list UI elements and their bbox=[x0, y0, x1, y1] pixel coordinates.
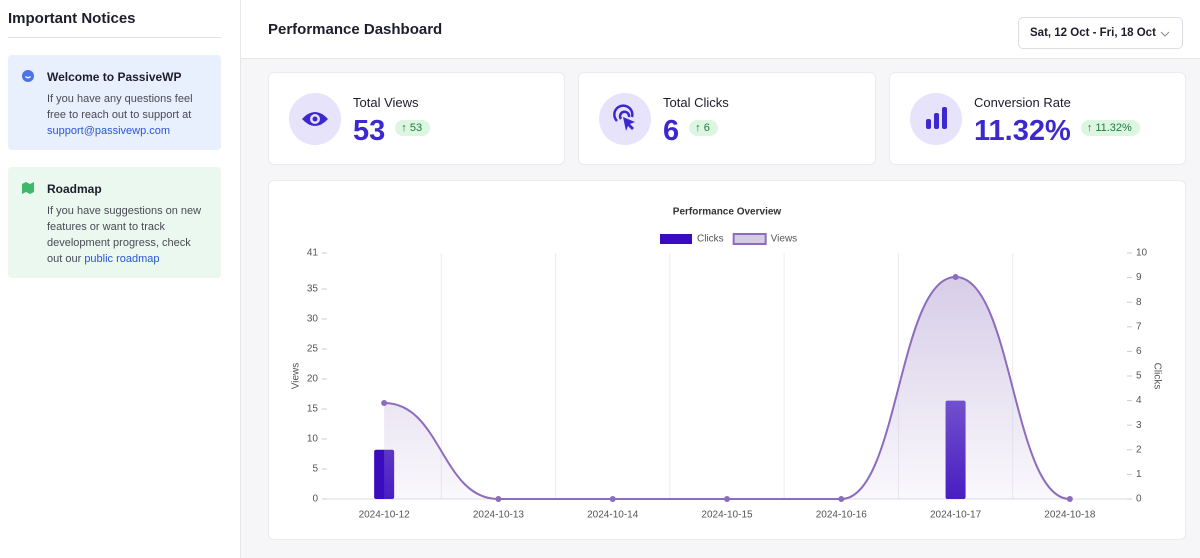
sidebar-title: Important Notices bbox=[8, 10, 136, 27]
date-picker[interactable]: Sat, 12 Oct - Fri, 18 Oct bbox=[1018, 17, 1183, 49]
point bbox=[381, 400, 388, 406]
divider bbox=[8, 37, 221, 38]
date-range: Sat, 12 Oct - Fri, 18 Oct bbox=[1030, 27, 1156, 39]
legend-swatch bbox=[732, 233, 767, 245]
stat-value: 53 ↑ 53 bbox=[353, 115, 431, 148]
notice-link[interactable]: public roadmap bbox=[84, 253, 160, 265]
y2-tick-label: 1 bbox=[1136, 469, 1142, 480]
y2-tick-label: 10 bbox=[1136, 248, 1148, 259]
x-tick-label: 2024-10-14 bbox=[587, 510, 639, 521]
y2-tick-label: 2 bbox=[1136, 444, 1142, 455]
stat-change-value: 53 bbox=[409, 122, 423, 135]
y-axis-title: Views bbox=[291, 363, 302, 390]
legend-label: Clicks bbox=[697, 234, 724, 245]
point bbox=[1066, 496, 1073, 502]
notice-link[interactable]: support@passivewp.com bbox=[47, 125, 171, 137]
y-tick-label: 25 bbox=[307, 344, 319, 355]
y2-tick-label: 6 bbox=[1136, 346, 1142, 357]
x-tick-label: 2024-10-13 bbox=[473, 510, 525, 521]
notice-icon bbox=[22, 182, 34, 194]
notice-icon bbox=[22, 70, 34, 82]
stat-change-value: 11.32% bbox=[1095, 122, 1132, 135]
stat-icon bbox=[599, 93, 651, 145]
y2-tick-label: 5 bbox=[1136, 371, 1142, 382]
y-tick-label: 30 bbox=[307, 314, 319, 325]
point bbox=[952, 274, 959, 280]
stat-number: 53 bbox=[353, 115, 386, 147]
y-tick-label: 41 bbox=[307, 248, 319, 259]
stat-value: 11.32% ↑ 11.32% bbox=[974, 115, 1140, 148]
y-tick-label: 15 bbox=[307, 404, 319, 415]
point bbox=[838, 496, 845, 502]
stat-label: Total Clicks bbox=[663, 95, 729, 110]
y2-tick-label: 0 bbox=[1136, 494, 1142, 505]
notice-title: Welcome to PassiveWP bbox=[47, 70, 182, 84]
sidebar: Important Notices Welcome to PassiveWP I… bbox=[0, 0, 241, 558]
x-tick-label: 2024-10-15 bbox=[701, 510, 753, 521]
legend-label: Views bbox=[771, 234, 798, 245]
notice: Roadmap If you have suggestions on new f… bbox=[8, 167, 221, 278]
area bbox=[384, 277, 1070, 499]
stat-change: ↑ 53 bbox=[395, 120, 431, 137]
y2-tick-label: 9 bbox=[1136, 272, 1142, 283]
stat-card: Total Views 53 ↑ 53 bbox=[268, 72, 565, 165]
y-tick-label: 5 bbox=[312, 464, 318, 475]
point bbox=[724, 496, 730, 502]
notice-text: If you have suggestions on new features … bbox=[47, 205, 202, 265]
stat-value: 6 ↑ 6 bbox=[663, 115, 718, 148]
point bbox=[609, 496, 616, 502]
stat-label: Conversion Rate bbox=[974, 95, 1071, 110]
header: Performance Dashboard Sat, 12 Oct - Fri,… bbox=[241, 0, 1200, 59]
stat-icon bbox=[910, 93, 962, 145]
stat-number: 11.32% bbox=[974, 115, 1071, 147]
x-tick-label: 2024-10-17 bbox=[930, 510, 982, 521]
notice-text: If you have any questions feel free to r… bbox=[47, 93, 193, 121]
y2-tick-label: 8 bbox=[1136, 297, 1142, 308]
stat-card: Total Clicks 6 ↑ 6 bbox=[578, 72, 876, 165]
x-tick-label: 2024-10-12 bbox=[359, 510, 411, 521]
legend-swatch bbox=[660, 234, 692, 244]
chart: Performance Overview Views Clicks 051015… bbox=[291, 207, 1163, 521]
stat-card: Conversion Rate 11.32% ↑ 11.32% bbox=[889, 72, 1186, 165]
point bbox=[495, 496, 502, 502]
y-tick-label: 35 bbox=[307, 284, 319, 295]
stat-change-value: 6 bbox=[703, 122, 710, 135]
y2-tick-label: 3 bbox=[1136, 420, 1142, 431]
page-title: Performance Dashboard bbox=[268, 21, 443, 38]
stat-change: ↑ 11.32% bbox=[1080, 120, 1140, 137]
chevron bbox=[1160, 31, 1170, 37]
y-tick-label: 20 bbox=[307, 374, 319, 385]
y-tick-label: 0 bbox=[312, 494, 318, 505]
y2-tick-label: 7 bbox=[1136, 321, 1142, 332]
stat-icon bbox=[289, 93, 341, 145]
y2-tick-label: 4 bbox=[1136, 395, 1142, 406]
notice-title: Roadmap bbox=[47, 182, 102, 196]
stat-change: ↑ 6 bbox=[689, 120, 718, 137]
stat-label: Total Views bbox=[353, 95, 419, 110]
stat-number: 6 bbox=[663, 115, 680, 147]
notice: Welcome to PassiveWP If you have any que… bbox=[8, 55, 221, 150]
chart-card: Performance Overview Views Clicks 0 5 10 15… bbox=[268, 180, 1186, 540]
x-tick-label: 2024-10-18 bbox=[1044, 510, 1096, 521]
x-tick-label: 2024-10-16 bbox=[816, 510, 868, 521]
y-tick-label: 10 bbox=[307, 434, 319, 445]
y2-axis-title: Clicks bbox=[1151, 363, 1162, 390]
chart-title: Performance Overview bbox=[673, 207, 782, 218]
